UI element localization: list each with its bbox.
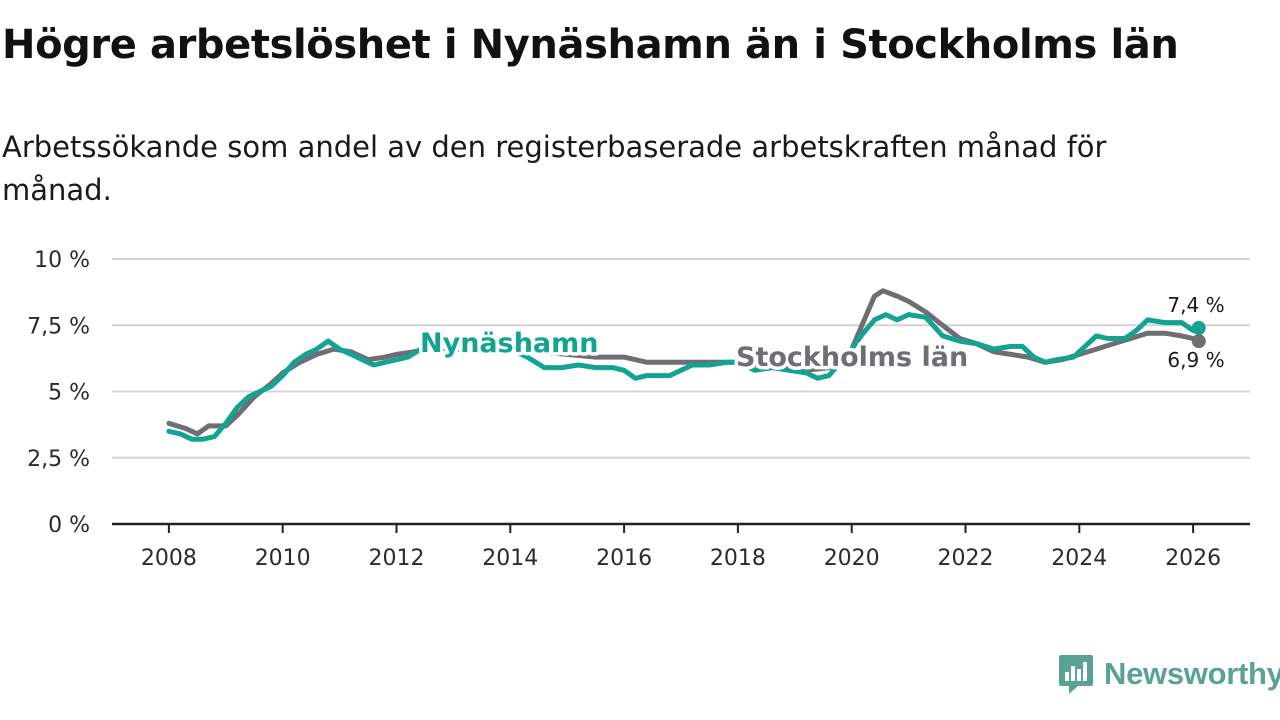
x-tick-label: 2018: [710, 546, 766, 571]
series-label-stockholm-halo: Stockholms län: [736, 342, 968, 373]
y-axis-ticks: 0 % 2,5 % 5 % 7,5 % 10 %: [27, 248, 90, 538]
end-label-nynashamn: 7,4 %: [1167, 293, 1224, 317]
end-label-stockholm: 6,9 %: [1167, 348, 1224, 372]
brand-name: Newsworthy: [1104, 656, 1280, 691]
end-marker-nynashamn: [1191, 320, 1206, 335]
line-chart: 0 % 2,5 % 5 % 7,5 % 10 % 2008 2010 2012 2014 201…: [27, 248, 1250, 571]
y-tick-label: 2,5 %: [27, 447, 90, 472]
newsworthy-logo-icon: [1059, 655, 1093, 694]
chart-subtitle: Arbetssökande som andel av den registerb…: [2, 130, 1107, 207]
x-tick-label: 2012: [369, 546, 425, 571]
series-label-nynashamn-halo: Nynäshamn: [420, 328, 599, 359]
y-tick-label: 0 %: [48, 513, 90, 538]
y-tick-label: 7,5 %: [27, 314, 90, 339]
x-tick-label: 2026: [1165, 546, 1221, 571]
end-marker-stockholm: [1191, 334, 1206, 349]
brand-logo: Newsworthy: [1058, 652, 1280, 696]
series-line-nynashamn: [166, 312, 1202, 442]
series-label-nynashamn: Nynäshamn: [420, 328, 599, 359]
x-tick-label: 2022: [938, 546, 994, 571]
x-tick-label: 2016: [596, 546, 652, 571]
chart-title: Högre arbetslöshet i Nynäshamn än i Stoc…: [2, 22, 1179, 68]
series-lines: [166, 288, 1202, 442]
y-tick-label: 5 %: [48, 381, 90, 406]
x-tick-label: 2020: [824, 546, 880, 571]
y-tick-label: 10 %: [34, 248, 90, 273]
gridlines: [112, 258, 1250, 459]
series-label-stockholm: Stockholms län: [736, 342, 968, 373]
x-tick-label: 2008: [141, 546, 197, 571]
x-tick-label: 2014: [482, 546, 538, 571]
x-axis-ticks: 2008 2010 2012 2014 2016 2018 2020 2022 2024 2026: [141, 524, 1221, 571]
x-tick-label: 2024: [1051, 546, 1107, 571]
x-tick-label: 2010: [255, 546, 311, 571]
